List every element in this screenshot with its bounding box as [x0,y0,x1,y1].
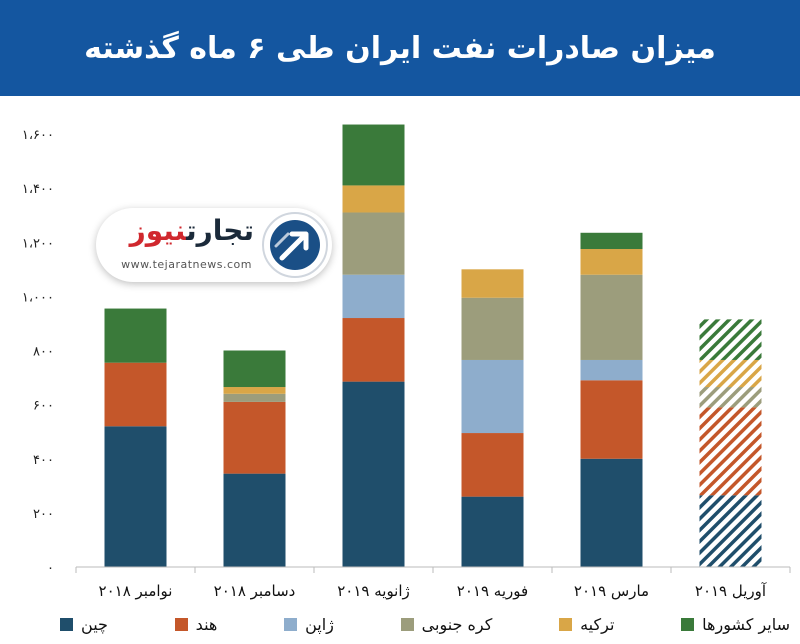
bar-segment [342,318,405,382]
legend-label: سایر کشورها [702,614,790,634]
y-tick-label: ۲۰۰ [33,507,54,522]
logo-name-part1: تجارت [186,214,254,247]
bar-segment [223,387,286,394]
legend-swatch [60,617,74,631]
legend-swatch [284,617,298,631]
bar-segment [223,473,286,567]
header-banner: میزان صادرات نفت ایران طی ۶ ماه گذشته [0,0,800,96]
bar-segment [580,274,643,360]
bar-segment [699,359,762,388]
x-tick-label: ژانویه ۲۰۱۹ [337,582,410,600]
bar-segment [699,495,762,567]
logo-url: www.tejaratnews.com [121,258,252,271]
legend-label: هند [195,614,218,634]
tejaratnews-logo: تجارتنیوز www.tejaratnews.com [96,208,332,282]
y-tick-label: ۸۰۰ [33,345,54,360]
bar-segment [580,380,643,459]
legend-label: چین [81,614,108,634]
legend-swatch [681,617,695,631]
bar-segment [461,433,524,497]
legend-item: ژاپن [284,615,334,634]
legend-label: ژاپن [305,614,334,634]
y-tick-label: ۰ [47,561,54,576]
bar-segment [461,496,524,567]
bar-segment [580,458,643,567]
bar-segment [342,212,405,275]
bar-segment [342,381,405,567]
bar-segment [104,362,167,427]
legend-item: سایر کشورها [681,615,790,634]
bar-segment [699,387,762,408]
legend-item: کره جنوبی [400,614,493,634]
y-tick-label: ۴۰۰ [33,453,54,468]
bar-segment [461,359,524,434]
bar-segment [223,393,286,402]
chart-legend: چین هند ژاپن کره جنوبی ترکیه سایر کشورها [60,612,790,636]
stacked-bar-chart: ۰ ۲۰۰ ۴۰۰ ۶۰۰ ۸۰۰ ۱،۰۰۰ ۱،۲۰۰ ۱،۴۰۰ ۱،۶۰۰ نوامبر … [22,124,791,600]
bar-segment [699,319,762,360]
legend-swatch [174,617,188,631]
legend-item: چین [60,615,108,634]
y-tick-label: ۱،۰۰۰ [22,290,54,305]
arrow-up-right-icon [262,212,328,278]
bar-segment [342,124,405,186]
legend-item: ترکیه [559,615,614,634]
y-tick-label: ۶۰۰ [33,399,54,414]
legend-label: کره جنوبی [421,614,493,634]
legend-swatch [559,617,573,631]
y-tick-label: ۱،۴۰۰ [22,182,54,197]
x-tick-label: مارس ۲۰۱۹ [574,582,649,600]
y-tick-label: ۱،۶۰۰ [22,128,54,143]
bar-segment [580,249,643,275]
logo-name: تجارتنیوز [130,214,254,247]
bar-segment [342,274,405,319]
x-tick-label: دسامبر ۲۰۱۸ [214,582,296,600]
y-tick-label: ۱،۲۰۰ [22,236,54,251]
page-title: میزان صادرات نفت ایران طی ۶ ماه گذشته [84,30,716,66]
logo-name-part2: نیوز [129,214,187,247]
bar-segment [461,297,524,360]
x-tick-label: فوریه ۲۰۱۹ [457,582,528,600]
legend-item: هند [174,614,218,634]
bar-segment [104,426,167,567]
bar-segment [223,401,286,474]
bar-segment [223,350,286,388]
legend-swatch [400,617,414,631]
legend-label: ترکیه [580,614,615,634]
bar-segment [461,269,524,298]
bar-segment [104,308,167,363]
bar-segment [580,359,643,381]
bar-segment [699,407,762,496]
bar-segment [580,232,643,250]
x-tick-label: نوامبر ۲۰۱۸ [99,582,173,600]
bar-segment [342,185,405,213]
x-tick-label: آوریل ۲۰۱۹ [695,582,767,600]
